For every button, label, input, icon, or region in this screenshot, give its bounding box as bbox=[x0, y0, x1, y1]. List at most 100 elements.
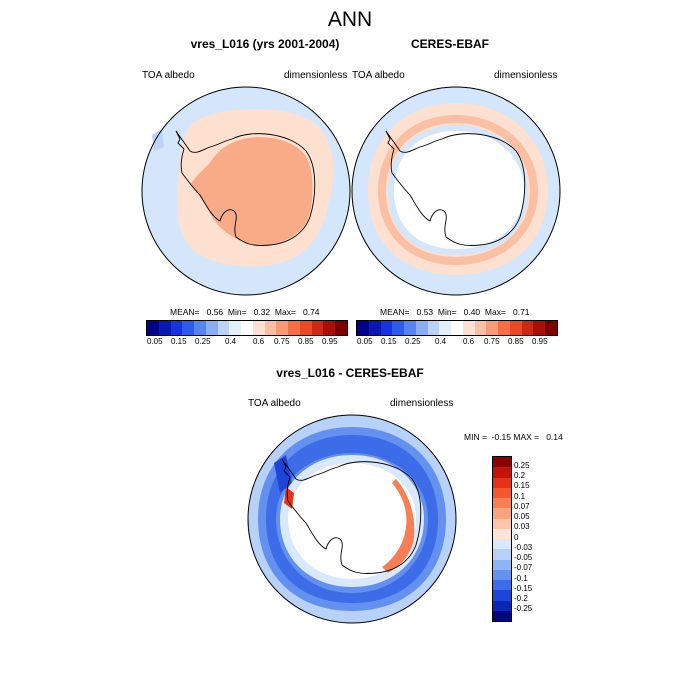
colorbar-tick-label: -0.25 bbox=[514, 604, 533, 613]
colorbar-swatch bbox=[241, 321, 253, 335]
panel2-colorbar bbox=[356, 320, 558, 336]
colorbar-swatch bbox=[392, 321, 405, 335]
colorbar-swatch bbox=[229, 321, 242, 335]
diff-polar-map bbox=[247, 414, 457, 624]
colorbar-swatch bbox=[158, 321, 171, 335]
panel1-title: vres_L016 (yrs 2001-2004) bbox=[190, 37, 340, 51]
colorbar-swatch bbox=[311, 321, 324, 335]
diff-map-border bbox=[247, 414, 457, 624]
colorbar-swatch bbox=[415, 321, 428, 335]
colorbar-swatch bbox=[170, 321, 183, 335]
colorbar-swatch bbox=[380, 321, 393, 335]
panel1-polar-map bbox=[141, 86, 351, 296]
colorbar-swatch bbox=[493, 569, 511, 580]
colorbar-swatch bbox=[493, 600, 511, 611]
panel2-antarctica-coast bbox=[385, 130, 526, 246]
colorbar-tick-label: 0.15 bbox=[514, 481, 530, 490]
colorbar-swatch bbox=[439, 321, 452, 335]
colorbar-swatch bbox=[474, 321, 487, 335]
colorbar-tick-label: 0.6 bbox=[253, 337, 265, 346]
colorbar-swatch bbox=[252, 321, 265, 335]
colorbar-swatch bbox=[217, 321, 230, 335]
colorbar-tick-label: 0 bbox=[514, 533, 519, 542]
colorbar-swatch bbox=[299, 321, 312, 335]
colorbar-swatch bbox=[533, 321, 546, 335]
colorbar-swatch bbox=[493, 528, 511, 539]
colorbar-tick-label: 0.15 bbox=[381, 337, 397, 346]
colorbar-swatch bbox=[335, 321, 348, 335]
colorbar-tick-label: 0.1 bbox=[514, 492, 526, 501]
colorbar-tick-label: 0.4 bbox=[435, 337, 447, 346]
colorbar-swatch bbox=[493, 487, 511, 498]
colorbar-tick-label: 0.07 bbox=[514, 502, 530, 511]
colorbar-swatch bbox=[521, 321, 534, 335]
colorbar-tick-label: -0.05 bbox=[514, 553, 533, 562]
colorbar-swatch bbox=[509, 321, 522, 335]
colorbar-swatch bbox=[493, 610, 511, 621]
panel2-title: CERES-EBAF bbox=[410, 37, 489, 51]
colorbar-tick-label: 0.05 bbox=[357, 337, 373, 346]
colorbar-swatch bbox=[493, 590, 511, 601]
panel2-colorbar-labels: 0.05 0.15 0.25 0.4 0.6 0.75 0.85 0.95 bbox=[356, 337, 556, 347]
panel2-units: dimensionless bbox=[494, 70, 558, 81]
colorbar-tick-label: 0.03 bbox=[514, 522, 530, 531]
colorbar-swatch bbox=[194, 321, 206, 335]
colorbar-tick-label: -0.1 bbox=[514, 574, 528, 583]
panel2-variable: TOA albedo bbox=[352, 70, 405, 81]
colorbar-swatch bbox=[264, 321, 277, 335]
colorbar-tick-label: 0.95 bbox=[532, 337, 548, 346]
colorbar-tick-label: 0.6 bbox=[463, 337, 475, 346]
colorbar-swatch bbox=[205, 321, 218, 335]
diff-positive-band bbox=[382, 479, 415, 573]
colorbar-tick-label: 0.85 bbox=[508, 337, 524, 346]
colorbar-tick-label: 0.15 bbox=[171, 337, 187, 346]
colorbar-tick-label: 0.95 bbox=[322, 337, 338, 346]
colorbar-swatch bbox=[404, 321, 416, 335]
colorbar-swatch bbox=[147, 321, 159, 335]
colorbar-tick-label: 0.75 bbox=[484, 337, 500, 346]
colorbar-swatch bbox=[427, 321, 440, 335]
colorbar-swatch bbox=[493, 539, 511, 550]
colorbar-swatch bbox=[462, 321, 475, 335]
panel1-colorbar bbox=[146, 320, 348, 336]
colorbar-tick-label: -0.2 bbox=[514, 594, 528, 603]
colorbar-swatch bbox=[493, 559, 511, 570]
colorbar-tick-label: 0.05 bbox=[147, 337, 163, 346]
colorbar-swatch bbox=[182, 321, 195, 335]
diff-panel-units: dimensionless bbox=[390, 398, 454, 409]
colorbar-tick-label: 0.75 bbox=[274, 337, 290, 346]
diff-colorbar-labels: 0.25 0.2 0.15 0.1 0.07 0.05 0.03 0 -0.03… bbox=[514, 456, 554, 620]
panel1-colorbar-labels: 0.05 0.15 0.25 0.4 0.6 0.75 0.85 0.95 bbox=[146, 337, 346, 347]
diff-panel-title: vres_L016 - CERES-EBAF bbox=[276, 366, 424, 380]
diff-negative-band-deep bbox=[274, 455, 292, 493]
colorbar-swatch bbox=[451, 321, 463, 335]
colorbar-tick-label: 0.2 bbox=[514, 471, 526, 480]
main-title: ANN bbox=[327, 8, 373, 31]
panel1-blue-patch bbox=[152, 129, 164, 151]
colorbar-tick-label: 0.25 bbox=[405, 337, 421, 346]
diff-panel-variable: TOA albedo bbox=[248, 398, 301, 409]
panel1-units: dimensionless bbox=[284, 70, 348, 81]
panel2-stats: MEAN= 0.53 Min= 0.40 Max= 0.71 bbox=[380, 307, 530, 317]
colorbar-swatch bbox=[323, 321, 336, 335]
colorbar-tick-label: -0.15 bbox=[514, 584, 533, 593]
diff-colorbar bbox=[492, 456, 512, 622]
diff-minmax: MIN = -0.15 MAX = 0.14 bbox=[464, 432, 563, 442]
colorbar-swatch bbox=[288, 321, 300, 335]
panel1-variable: TOA albedo bbox=[142, 70, 195, 81]
panel2-white-cap bbox=[394, 131, 524, 249]
panel1-stats: MEAN= 0.56 Min= 0.32 Max= 0.74 bbox=[170, 307, 320, 317]
colorbar-tick-label: 0.4 bbox=[225, 337, 237, 346]
colorbar-tick-label: 0.25 bbox=[195, 337, 211, 346]
colorbar-tick-label: -0.03 bbox=[514, 543, 533, 552]
panel1-map-border bbox=[141, 86, 351, 296]
diff-white-cap bbox=[288, 463, 416, 579]
panel1-antarctica-coast bbox=[175, 130, 316, 246]
colorbar-swatch bbox=[368, 321, 381, 335]
colorbar-swatch bbox=[486, 321, 499, 335]
colorbar-swatch bbox=[493, 508, 511, 519]
colorbar-swatch bbox=[276, 321, 289, 335]
colorbar-swatch bbox=[493, 580, 511, 591]
panel2-map-border bbox=[351, 86, 561, 296]
colorbar-tick-label: -0.07 bbox=[514, 563, 533, 572]
